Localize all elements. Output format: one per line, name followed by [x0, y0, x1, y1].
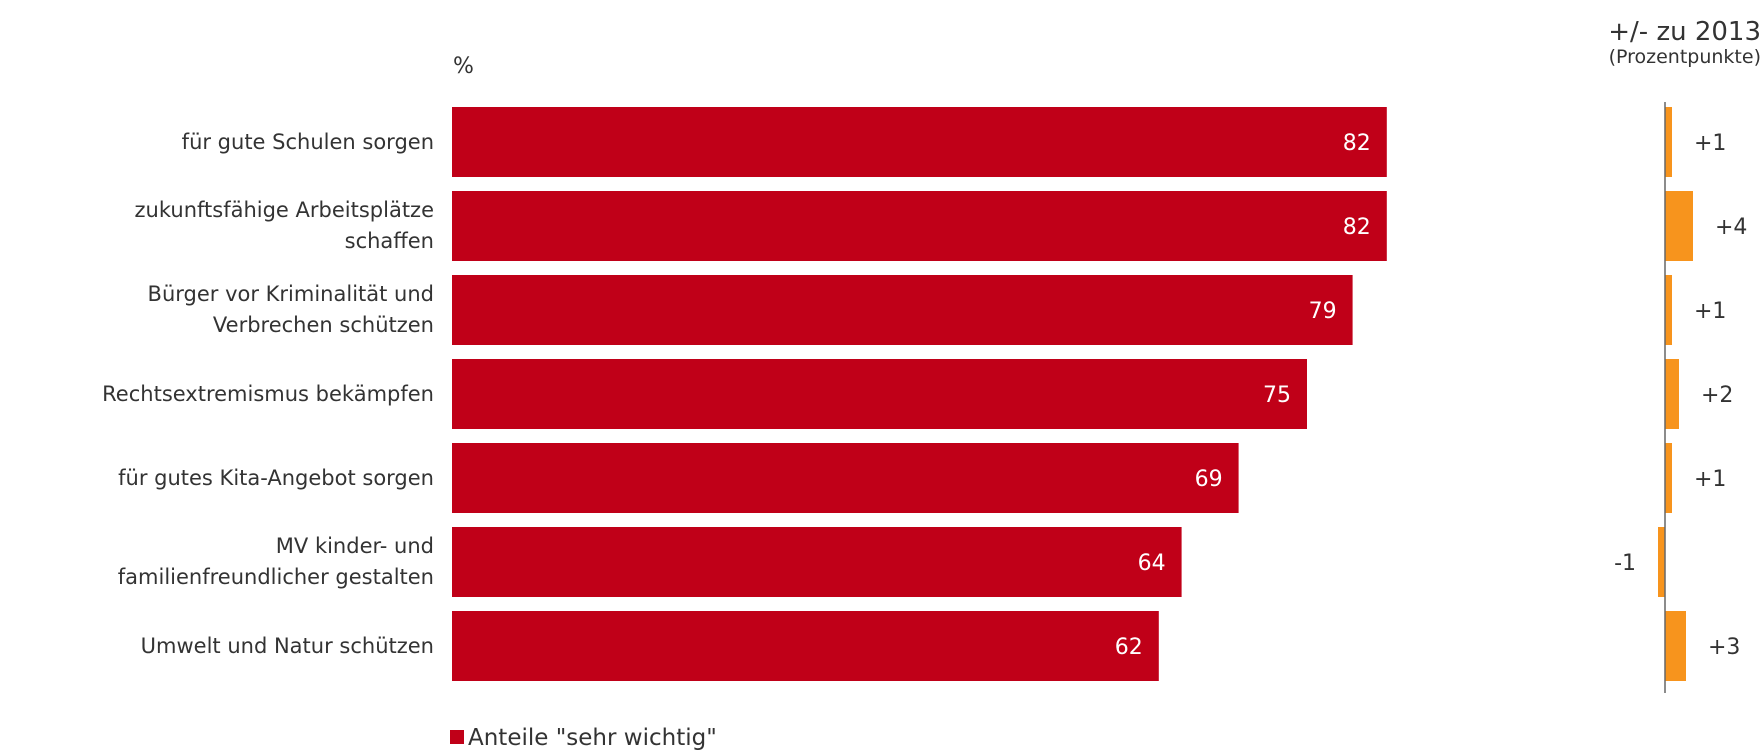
bar-value-label: 62	[1115, 635, 1143, 660]
category-label: Rechtsextremismus bekämpfen	[4, 379, 434, 410]
bar-value-label: 79	[1309, 299, 1337, 324]
change-value-label: +1	[1694, 467, 1726, 492]
change-bar	[1665, 359, 1679, 429]
bar	[452, 191, 1387, 261]
bar-value-label: 69	[1195, 467, 1223, 492]
change-value-label: +4	[1715, 215, 1747, 240]
percent-unit-label: %	[453, 54, 474, 79]
change-bar	[1658, 527, 1665, 597]
bar	[452, 527, 1182, 597]
category-label-line: für gutes Kita-Angebot sorgen	[118, 465, 434, 490]
bar-value-label: 75	[1263, 383, 1291, 408]
bar	[452, 443, 1239, 513]
change-bar	[1665, 443, 1672, 513]
legend: Anteile "sehr wichtig"	[450, 725, 717, 751]
legend-swatch	[450, 730, 464, 744]
bar-value-label: 82	[1343, 215, 1371, 240]
change-bars-group: +1 +4 +1 +2 +1 -1 +3	[1614, 107, 1747, 681]
change-value-label: +1	[1694, 131, 1726, 156]
category-label-line: schaffen	[344, 229, 434, 253]
category-label: MV kinder- und familienfreundlicher gesta…	[4, 531, 434, 593]
bar	[452, 275, 1353, 345]
category-label: für gute Schulen sorgen	[4, 127, 434, 158]
category-label: für gutes Kita-Angebot sorgen	[4, 463, 434, 494]
change-bar	[1665, 191, 1693, 261]
change-value-label: -1	[1614, 551, 1636, 576]
bar-value-label: 82	[1343, 131, 1371, 156]
category-label-line: zukunftsfähige Arbeitsplätze	[134, 198, 434, 222]
change-bar	[1665, 107, 1672, 177]
category-label-line: MV kinder- und	[275, 534, 434, 558]
change-value-label: +1	[1694, 299, 1726, 324]
category-label-line: familienfreundlicher gestalten	[117, 565, 434, 589]
category-label: zukunftsfähige Arbeitsplätze schaffen	[4, 195, 434, 257]
category-label: Umwelt und Natur schützen	[4, 631, 434, 662]
change-value-label: +3	[1708, 635, 1740, 660]
change-header-title: +/- zu 2013	[1608, 17, 1761, 47]
change-value-label: +2	[1701, 383, 1733, 408]
bar-value-label: 64	[1138, 551, 1166, 576]
category-label-line: für gute Schulen sorgen	[181, 129, 434, 154]
change-bar	[1665, 611, 1686, 681]
category-label: Bürger vor Kriminalität und Verbrechen sc…	[4, 279, 434, 341]
category-label-line: Rechtsextremismus bekämpfen	[102, 381, 434, 406]
category-label-line: Verbrechen schützen	[212, 313, 434, 337]
main-bars-group: 82 82 79 75 69 64 62	[452, 107, 1387, 681]
bar	[452, 107, 1387, 177]
legend-label: Anteile "sehr wichtig"	[468, 725, 717, 751]
change-header-subtitle: (Prozentpunkte)	[1609, 46, 1761, 68]
bar	[452, 359, 1307, 429]
category-label-line: Umwelt und Natur schützen	[140, 633, 434, 658]
change-bar	[1665, 275, 1672, 345]
category-label-line: Bürger vor Kriminalität und	[147, 282, 434, 306]
bar	[452, 611, 1159, 681]
